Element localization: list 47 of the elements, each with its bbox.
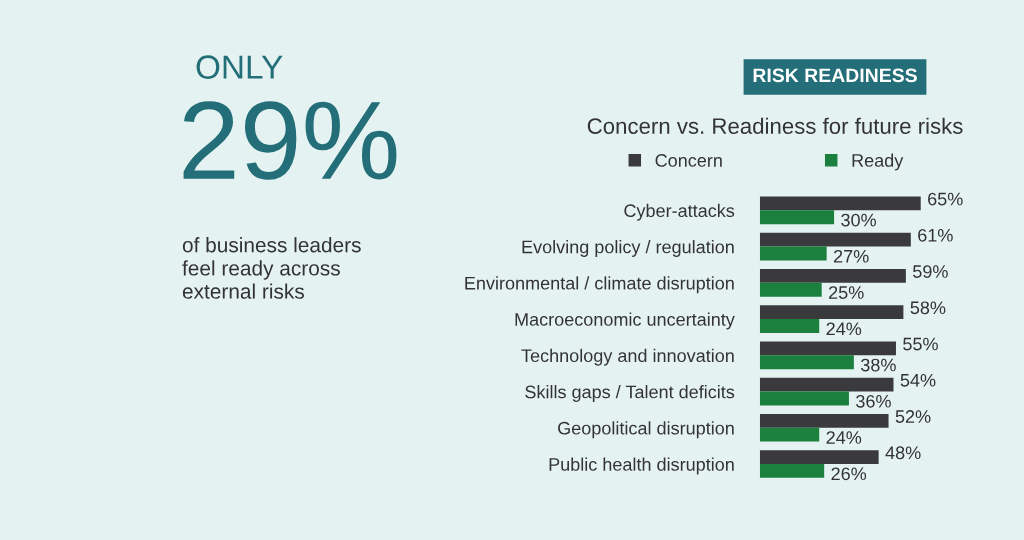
data-label: 48%: [885, 446, 921, 460]
y-tick-label: Public health disruption: [549, 457, 734, 475]
bar: [759, 355, 854, 370]
y-tick-label: Geopolitical disruption: [558, 421, 734, 439]
bar: [759, 464, 825, 478]
bar: [759, 269, 906, 283]
bar: [759, 246, 827, 261]
bar: [759, 391, 849, 406]
legend-label: Ready: [852, 153, 904, 171]
data-label: 24%: [826, 431, 862, 444]
y-tick-label: Cyber-attacks: [624, 203, 735, 221]
bar: [759, 341, 896, 356]
data-label: 26%: [831, 467, 867, 481]
data-label: 65%: [928, 192, 963, 206]
bar: [759, 319, 820, 333]
data-label: 25%: [829, 286, 864, 299]
data-label: 52%: [895, 410, 931, 423]
data-label: 27%: [833, 249, 869, 263]
y-tick-label: Technology and innovation: [521, 348, 734, 366]
bar: [759, 414, 889, 428]
data-label: 58%: [910, 301, 946, 315]
y-tick-label: Evolving policy / regulation: [522, 240, 734, 257]
bar: [759, 377, 894, 392]
bar: [759, 210, 835, 225]
y-tick-label: Environmental / climate disruption: [465, 276, 734, 294]
bar: [759, 450, 879, 465]
data-label: 30%: [841, 213, 877, 227]
y-tick-label: Macroeconomic uncertainty: [515, 312, 735, 330]
text: ONLY: [196, 55, 283, 79]
bar: [759, 196, 921, 211]
text: of business leaders feel ready across external risks: [182, 237, 361, 299]
text: 29%: [183, 101, 397, 180]
data-label: 24%: [826, 322, 862, 336]
data-label: 38%: [861, 358, 896, 372]
data-label: 54%: [900, 373, 936, 387]
legend-label: Concern: [655, 154, 722, 167]
chart-title: Concern vs. Readiness for future risks: [587, 117, 963, 134]
text: RISK READINESS: [753, 68, 917, 83]
data-label: 36%: [856, 394, 891, 408]
bar: [759, 232, 911, 247]
bar: [759, 305, 904, 320]
data-label: 61%: [918, 228, 953, 242]
bar: [759, 282, 822, 297]
data-label: 55%: [903, 337, 938, 351]
y-tick-label: Skills gaps / Talent deficits: [525, 385, 735, 402]
bar: [759, 427, 820, 442]
data-label: 59%: [913, 265, 948, 278]
